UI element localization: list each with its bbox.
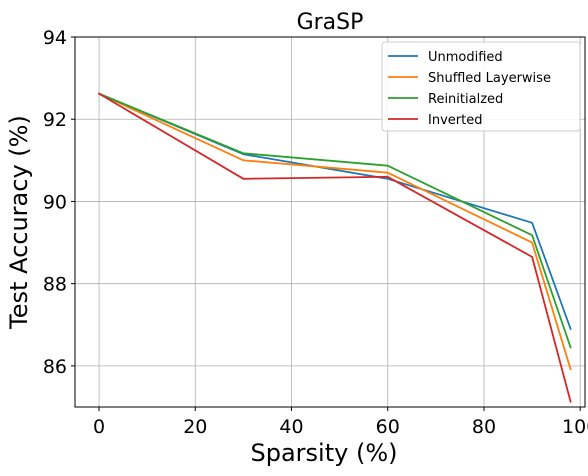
y-tick-label: 86 [43,356,67,378]
series-line-reinitialzed [97,92,572,349]
legend: Unmodified Shuffled Layerwise Reinitialzed… [381,41,581,132]
x-tick-label: 80 [472,416,496,438]
y-tick-label: 90 [43,191,67,213]
x-tick-label: 60 [376,416,400,438]
legend-label: Shuffled Layerwise [428,71,551,86]
y-tick-label: 92 [43,109,67,131]
y-tick-label: 88 [43,274,67,296]
y-axis-label: Test Accuracy (%) [5,115,33,330]
series-lines [97,92,572,403]
legend-label: Inverted [428,113,482,128]
legend-label: Unmodified [428,50,503,65]
series-line-inverted [97,92,572,403]
series-line-shuffled-layerwise [97,92,572,371]
x-tick-label: 0 [93,416,105,438]
axis-ticks: 0 20 40 60 80 100 86 88 90 92 94 [43,27,588,438]
plot-frame [74,36,586,408]
x-tick-label: 20 [183,416,207,438]
x-tick-label: 100 [562,416,588,438]
x-tick-label: 40 [279,416,303,438]
chart-title: GraSP [297,10,364,35]
legend-label: Reinitialzed [428,92,503,107]
legend-frame [381,41,581,132]
y-tick-label: 94 [43,27,67,49]
x-axis-label: Sparsity (%) [251,439,398,467]
